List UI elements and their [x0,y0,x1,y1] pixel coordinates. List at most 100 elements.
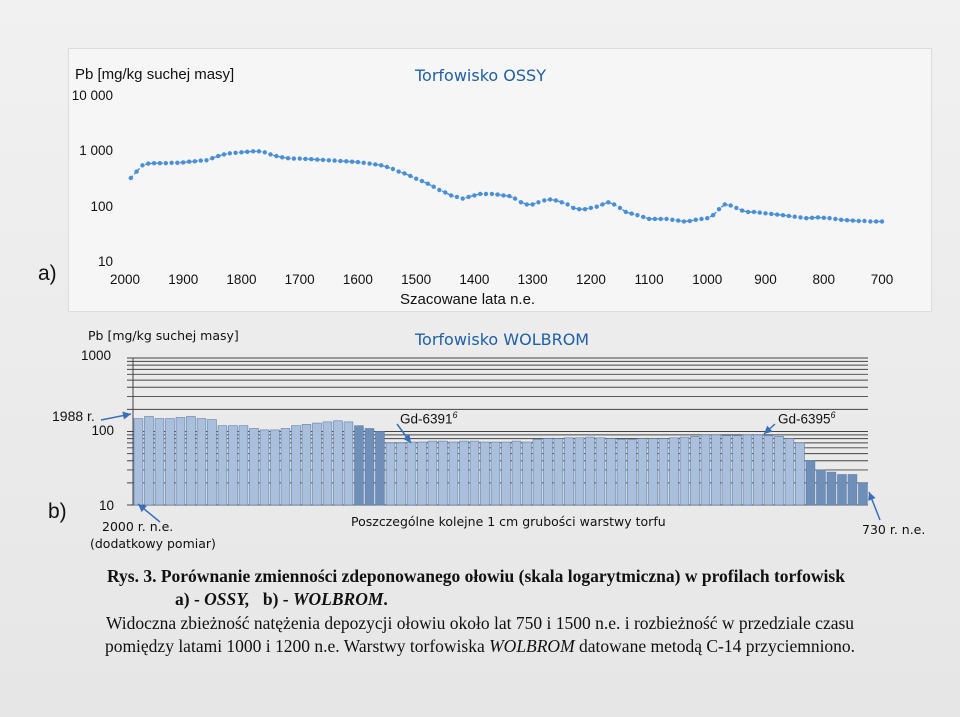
panel-b-bar [847,474,858,506]
panel-a-data-point [128,175,133,181]
panel-a-series-line [130,150,882,223]
panel-a-data-point [419,178,425,184]
panel-a-data-point [320,157,326,163]
panel-b-bar [837,474,847,506]
panel-b-bar [448,441,459,506]
panel-b-letter: b) [48,500,67,523]
panel-a-data-point [175,160,180,165]
panel-a-background [68,48,932,312]
panel-b-bar [406,441,417,506]
panel-a-data-point [204,158,209,163]
panel-b-bar [574,437,585,506]
panel-a-data-point [786,213,791,219]
panel-a-data-point [221,152,227,157]
panel-a-data-point [763,211,768,216]
panel-a-data-point [367,161,372,166]
panel-a-data-point [361,160,366,165]
panel-b-bar [648,438,658,506]
panel-a-data-point [641,214,646,220]
panel-a-data-point [291,156,297,161]
panel-a-x-tick: 1400 [459,272,490,287]
panel-a-data-point [373,162,378,167]
panel-b-bar [732,435,742,506]
panel-a-data-point [646,216,652,222]
panel-a-data-point [664,216,669,222]
panel-a-data-point [617,205,623,211]
panel-a-data-point [454,194,460,200]
panel-a-data-point [489,191,495,197]
panel-b-bar [585,436,595,506]
panel-a-data-point [355,159,361,165]
panel-b-y-tick: 100 [91,423,114,438]
panel-b-bar [207,419,217,506]
caption-line-4: pomiędzy latami 1000 i 1200 n.e. Warstwy… [0,636,960,657]
annotation-730: 730 r. n.e. [862,522,926,537]
annotation-gd6391: Gd-63916 [400,410,458,427]
panel-a-data-point [536,200,541,205]
panel-b-bar [816,469,826,506]
panel-b-bar [144,416,154,506]
panel-a-data-point [862,218,867,224]
panel-b-bar [375,431,385,506]
panel-a-data-point [577,207,582,212]
panel-a-data-point [181,160,186,165]
panel-a-data-point [379,163,384,168]
panel-a-data-point [699,216,704,222]
panel-b-bar [270,429,280,506]
panel-b-bar [469,440,480,506]
panel-a-data-point [332,158,337,163]
panel-a-x-tick: 900 [754,272,777,287]
panel-b-bar [564,437,574,506]
panel-a-data-point [681,219,687,224]
panel-a-data-point [349,159,355,164]
panel-a-data-point [501,193,506,198]
panel-a-data-point [524,202,529,207]
caption-line-4-a: pomiędzy latami 1000 i 1200 n.e. Warstwy… [104,636,485,656]
panel-a-data-point [600,202,605,207]
panel-a-data-point [868,219,873,224]
panel-b-bar [238,425,249,506]
panel-b-bar [249,428,259,506]
panel-b-bar [396,442,406,506]
panel-a-data-point [239,150,244,155]
panel-a-data-point [326,158,331,163]
panel-a-data-point [315,157,320,162]
panel-b-bar [459,440,469,506]
panel-b-bar [480,441,490,506]
panel-a-data-point [134,169,139,174]
panel-a-data-point [192,159,198,164]
panel-b-bar [301,424,312,506]
panel-b-bar [438,440,448,506]
panel-a-x-tick: 1100 [634,272,664,287]
panel-b-bar [186,416,196,506]
panel-b-bar [595,437,606,506]
panel-a-data-point [821,215,826,220]
panel-a-data-point [611,202,617,207]
panel-b-bar [259,429,270,506]
panel-a-data-point [798,215,803,220]
panel-b-y-tick: 10 [98,498,114,513]
panel-a-x-tick: 2000 [109,272,141,287]
annotation-gd6391-text: Gd-6391 [400,411,453,427]
panel-b-bar [490,441,501,506]
panel-b-bar [627,439,637,506]
panel-b-bar [228,425,238,506]
panel-a-data-point [274,153,279,159]
panel-a-data-point [670,217,675,222]
panel-a-data-point [606,200,611,205]
panel-a-data-point [518,200,524,205]
panel-b-bar [606,438,616,506]
panel-a-data-point [582,207,588,212]
panel-a-data-point [780,213,786,218]
panel-b-bar [196,418,207,506]
panel-a-data-point [559,200,564,205]
annotation-1988: 1988 r. [52,408,95,424]
panel-a-x-tick: 1000 [692,272,723,287]
panel-b-bar [343,421,354,506]
panel-b-ylabel: Pb [mg/kg suchej masy] [88,328,239,343]
panel-a-x-tick: 1800 [226,272,257,287]
arrow-730-head [868,492,876,501]
panel-b-bar [553,438,564,506]
panel-a-data-point [629,211,634,216]
panel-a-data-point [594,204,599,209]
